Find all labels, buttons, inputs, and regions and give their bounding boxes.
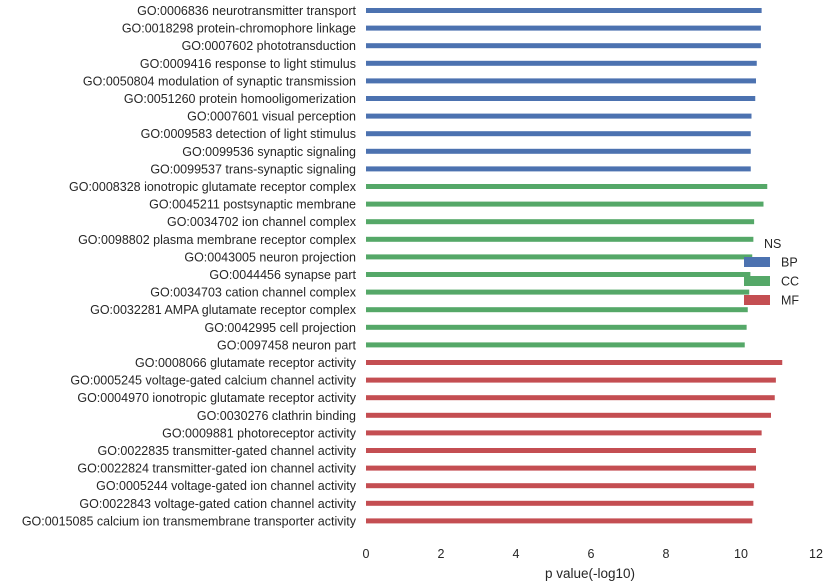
bar	[366, 43, 761, 49]
bar	[366, 324, 747, 330]
bar	[366, 307, 748, 313]
y-tick-label: GO:0006836 neurotransmitter transport	[137, 4, 356, 18]
bar	[366, 236, 754, 242]
bar	[366, 219, 755, 225]
y-tick-labels: GO:0006836 neurotransmitter transport GO:…	[22, 4, 357, 528]
legend-label: BP	[781, 256, 798, 270]
y-tick-label: GO:0042995 cell projection	[205, 321, 357, 335]
y-tick-label: GO:0044456 synapse part	[209, 268, 356, 282]
x-tick-label: 4	[513, 547, 520, 561]
bar	[366, 360, 783, 365]
bar	[366, 412, 771, 418]
y-tick-label: GO:0022835 transmitter-gated channel act…	[98, 444, 357, 458]
y-tick-label: GO:0008328 ionotropic glutamate receptor…	[69, 180, 357, 194]
x-tick-label: 2	[438, 547, 445, 561]
x-tick-label: 0	[363, 547, 370, 561]
bar	[366, 201, 764, 207]
y-tick-label: GO:0015085 calcium ion transmembrane tra…	[22, 514, 357, 528]
bar	[366, 184, 768, 189]
bar	[366, 131, 751, 137]
bar	[366, 289, 750, 295]
legend-label: MF	[781, 294, 799, 308]
y-tick-label: GO:0051260 protein homooligomerization	[124, 92, 356, 106]
x-tick-labels: 0 2 4 6 8 10 12	[363, 547, 823, 561]
y-tick-label: GO:0098802 plasma membrane receptor comp…	[78, 233, 357, 247]
bar	[366, 148, 751, 154]
bar	[366, 113, 752, 119]
y-tick-label: GO:0005244 voltage-gated ion channel act…	[96, 479, 357, 493]
bar	[366, 448, 756, 453]
bar	[366, 96, 756, 101]
bar	[366, 254, 753, 260]
bar	[366, 518, 753, 524]
bar	[366, 465, 756, 471]
x-tick-label: 8	[663, 547, 670, 561]
legend-title: NS	[764, 237, 781, 251]
y-tick-label: GO:0099536 synaptic signaling	[182, 145, 356, 159]
x-axis-label: p value(-log10)	[545, 566, 635, 581]
bar	[366, 25, 761, 31]
y-tick-label: GO:0030276 clathrin binding	[197, 409, 356, 423]
y-tick-label: GO:0097458 neuron part	[217, 338, 357, 352]
bar	[366, 377, 776, 383]
bars-group	[366, 8, 783, 524]
legend-swatch	[744, 257, 770, 267]
x-tick-label: 12	[809, 547, 823, 561]
bar	[366, 430, 762, 436]
y-tick-label: GO:0099537 trans-synaptic signaling	[150, 162, 356, 176]
y-tick-label: GO:0008066 glutamate receptor activity	[135, 356, 357, 370]
y-tick-label: GO:0018298 protein-chromophore linkage	[122, 22, 356, 36]
bar	[366, 166, 751, 172]
y-tick-label: GO:0004970 ionotropic glutamate receptor…	[77, 391, 356, 405]
legend-label: CC	[781, 275, 799, 289]
y-tick-label: GO:0007602 phototransduction	[182, 39, 356, 53]
legend-swatch	[744, 276, 770, 286]
bar	[366, 342, 745, 348]
y-tick-label: GO:0043005 neuron projection	[184, 250, 356, 264]
y-tick-label: GO:0045211 postsynaptic membrane	[149, 198, 356, 212]
bar	[366, 483, 755, 489]
bar	[366, 500, 754, 506]
y-tick-label: GO:0022843 voltage-gated cation channel …	[79, 497, 356, 511]
legend: NS BP CC MF	[744, 237, 799, 308]
x-tick-label: 6	[588, 547, 595, 561]
bar	[366, 272, 751, 277]
y-tick-label: GO:0022824 transmitter-gated ion channel…	[77, 462, 356, 476]
y-tick-label: GO:0005245 voltage-gated calcium channel…	[70, 374, 356, 388]
x-tick-label: 10	[734, 547, 748, 561]
bar	[366, 8, 762, 13]
y-tick-label: GO:0050804 modulation of synaptic transm…	[83, 74, 356, 88]
y-tick-label: GO:0009881 photoreceptor activity	[162, 426, 357, 440]
y-tick-label: GO:0034703 cation channel complex	[150, 286, 356, 300]
y-tick-label: GO:0034702 ion channel complex	[167, 215, 357, 229]
y-tick-label: GO:0009583 detection of light stimulus	[141, 127, 356, 141]
y-tick-label: GO:0007601 visual perception	[187, 110, 356, 124]
bar	[366, 78, 756, 84]
bar	[366, 395, 775, 401]
legend-swatch	[744, 295, 770, 305]
y-tick-label: GO:0032281 AMPA glutamate receptor compl…	[90, 303, 357, 317]
bar	[366, 60, 757, 66]
y-tick-label: GO:0009416 response to light stimulus	[140, 57, 356, 71]
